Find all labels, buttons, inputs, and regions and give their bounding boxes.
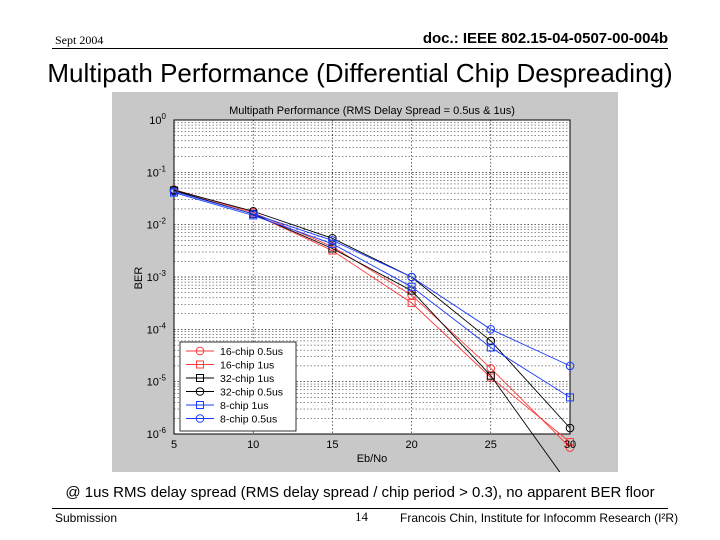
data-point-2-2 (328, 244, 337, 253)
page-number: 14 (355, 509, 368, 524)
header-doc-id: doc.: IEEE 802.15-04-0507-00-004b (422, 30, 668, 47)
data-point-3-2 (328, 233, 337, 243)
legend-label-2: 32-chip 1us (220, 373, 274, 385)
axis-ticks: 5 10 15 20 25 30 100 10-1 10-2 10-3 10-4 10-5 10-6 (147, 112, 577, 451)
grid (173, 120, 571, 435)
legend-marker-4 (196, 401, 204, 409)
header-date: Sept 2004 (55, 33, 104, 47)
chart-title: Multipath Performance (RMS Delay Spread … (229, 105, 515, 117)
legend-marker-3 (195, 387, 205, 396)
data-point-5-1 (248, 209, 258, 219)
series-line-0 (173, 189, 571, 448)
ber-chart: 5 10 15 20 25 30 100 10-1 10-2 10-3 10-4 10-5 10-6 M… (133, 105, 577, 472)
y-axis-label: BER (133, 267, 145, 290)
y-tick-label-0: 100 (149, 112, 166, 127)
x-axis-label: Eb/No (357, 453, 388, 465)
data-point-1-3 (407, 298, 416, 307)
x-tick-label-1: 10 (247, 439, 259, 451)
data-point-4-4 (486, 343, 495, 352)
x-tick-label-4: 25 (485, 439, 497, 451)
slide-title: Multipath Performance (Differential Chip… (47, 58, 673, 88)
data-point-5-2 (328, 236, 337, 245)
legend-label-1: 16-chip 1us (220, 360, 274, 372)
x-tick-label-3: 20 (405, 439, 417, 451)
data-point-0-5 (565, 443, 575, 452)
y-tick-label-4: 10-4 (147, 321, 167, 336)
data-point-5-5 (565, 361, 575, 371)
data-point-4-3 (407, 282, 416, 291)
data-point-3-4 (486, 336, 496, 346)
y-tick-label-6: 10-6 (147, 426, 167, 441)
legend-marker-5 (195, 414, 205, 423)
y-tick-label-2: 10-2 (147, 217, 167, 232)
slide-caption: @ 1us RMS delay spread (RMS delay spread… (65, 484, 655, 501)
x-tick-label-0: 5 (171, 439, 177, 451)
data-point-1-5 (566, 438, 574, 447)
series-group (169, 185, 575, 472)
y-tick-label-3: 10-3 (147, 269, 167, 284)
data-point-3-5 (565, 423, 575, 433)
data-point-2-4 (486, 371, 495, 380)
y-tick-label-5: 10-5 (147, 374, 167, 389)
footer-author: Francois Chin, Institute for Infocomm Re… (400, 511, 679, 525)
series-line-5 (173, 191, 571, 367)
legend-label-4: 8-chip 1us (220, 400, 268, 412)
legend-marker-0 (195, 346, 205, 356)
series-line-4 (173, 192, 571, 398)
legend-box (179, 341, 297, 432)
legend-label-0: 16-chip 0.5us (220, 346, 283, 358)
footer-submission: Submission (55, 511, 118, 525)
ber-chart-figure: 5 10 15 20 25 30 100 10-1 10-2 10-3 10-4 10-5 10-6 M… (112, 92, 618, 472)
data-point-5-3 (407, 272, 416, 282)
header-divider (52, 48, 668, 49)
legend-label-5: 8-chip 0.5us (220, 414, 277, 426)
y-tick-label-1: 10-1 (147, 164, 167, 179)
x-tick-label-5: 30 (564, 439, 576, 451)
legend-label-3: 32-chip 0.5us (220, 387, 283, 399)
legend-marker-1 (196, 360, 204, 369)
x-tick-label-2: 15 (326, 439, 338, 451)
legend-marker-2 (196, 374, 204, 382)
data-point-5-0 (169, 187, 179, 196)
data-point-5-4 (486, 325, 496, 334)
footer-divider (52, 508, 668, 509)
data-point-4-5 (566, 393, 574, 402)
